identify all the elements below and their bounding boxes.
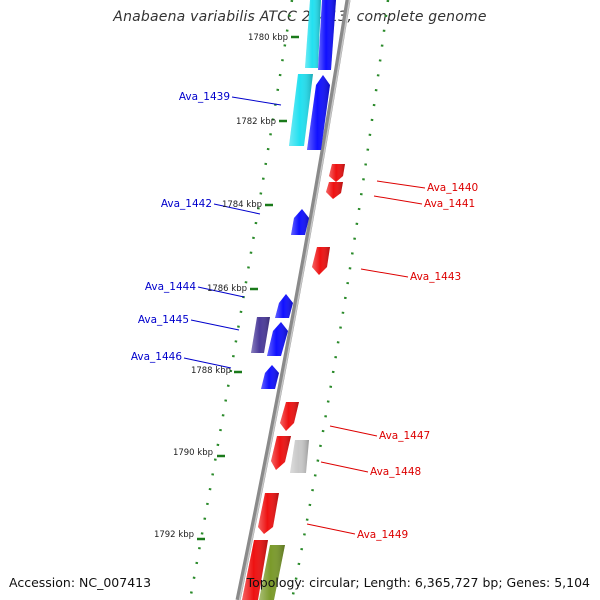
- gene-label-ava-1442[interactable]: Ava_1442: [161, 198, 212, 210]
- kbp-label: 1792 kbp: [154, 530, 194, 540]
- kbp-label: 1782 kbp: [236, 117, 276, 127]
- gene-ava-1445-purple[interactable]: [251, 317, 270, 353]
- gene-ava-1442[interactable]: [291, 209, 309, 235]
- kbp-label: 1790 kbp: [173, 448, 213, 458]
- gene-label-ava-1449[interactable]: Ava_1449: [357, 529, 408, 541]
- genome-backbone: [235, 0, 351, 600]
- gene-label-ava-1439[interactable]: Ava_1439: [179, 91, 230, 103]
- kbp-label: 1786 kbp: [207, 284, 247, 294]
- kbp-ticks: [197, 35, 299, 541]
- gene-label-ava-1447[interactable]: Ava_1447: [379, 430, 430, 442]
- gene-ava-1443[interactable]: [312, 247, 330, 275]
- gene-label-ava-1445[interactable]: Ava_1445: [138, 314, 189, 326]
- gene-ava-1446[interactable]: [261, 365, 279, 389]
- forward-label-leaders: [183, 96, 282, 369]
- gene-label-ava-1446[interactable]: Ava_1446: [131, 351, 183, 363]
- gene-top-blue[interactable]: [318, 0, 336, 70]
- gene-ava-1448-gray[interactable]: [290, 440, 309, 473]
- gene-ava-1448-red[interactable]: [271, 436, 291, 470]
- gene-ava-1441[interactable]: [326, 182, 343, 199]
- kbp-labels: 1780 kbp 1782 kbp 1784 kbp 1786 kbp 1788…: [154, 33, 288, 540]
- reverse-label-leaders: [306, 180, 426, 535]
- gene-ava-1447[interactable]: [280, 402, 299, 431]
- genome-summary-text: Topology: circular; Length: 6,365,727 bp…: [246, 575, 590, 590]
- gene-top-cyan[interactable]: [305, 0, 321, 68]
- gene-ava-1440[interactable]: [329, 164, 345, 182]
- inner-track-dots: [188, 0, 294, 600]
- accession-text: Accession: NC_007413: [9, 575, 152, 590]
- genome-title: Anabaena variabilis ATCC 29413, complete…: [113, 9, 487, 25]
- genome-backbone-highlight: [238, 0, 351, 600]
- forward-gene-labels: Ava_1439 Ava_1442 Ava_1444 Ava_1445 Ava_…: [131, 91, 230, 363]
- gene-label-ava-1443[interactable]: Ava_1443: [410, 271, 461, 283]
- kbp-label: 1788 kbp: [191, 366, 231, 376]
- gene-ava-1444[interactable]: [275, 294, 293, 318]
- kbp-label: 1780 kbp: [248, 33, 288, 43]
- gene-label-ava-1448[interactable]: Ava_1448: [370, 466, 421, 478]
- gene-label-ava-1441[interactable]: Ava_1441: [424, 198, 475, 210]
- gene-label-ava-1440[interactable]: Ava_1440: [427, 182, 478, 194]
- kbp-label: 1784 kbp: [222, 200, 262, 210]
- gene-ava-1449[interactable]: [258, 493, 279, 534]
- reverse-gene-labels: Ava_1440 Ava_1441 Ava_1443 Ava_1447 Ava_…: [357, 182, 478, 541]
- gene-label-ava-1444[interactable]: Ava_1444: [145, 281, 197, 293]
